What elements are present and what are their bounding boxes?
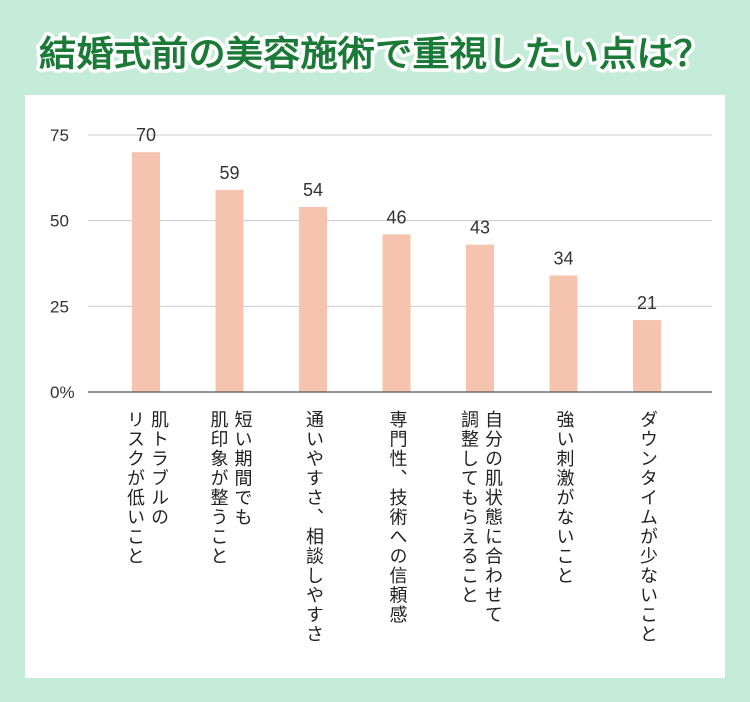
y-tick-label: 75 (50, 126, 69, 145)
value-label: 46 (386, 207, 406, 227)
title-banner: 結婚式前の美容施術で重視したい点は？ (36, 32, 715, 79)
bar (382, 234, 411, 392)
y-tick-label: 50 (50, 212, 69, 231)
bars (132, 152, 661, 392)
category-label: 短い期間でも 肌印象が整うこと (207, 410, 253, 566)
bar (549, 275, 578, 392)
category-labels: 肌トラブルの リスクが低いこと 短い期間でも 肌印象が整うこと 通いやすさ、相談しや… (25, 95, 725, 678)
value-label: 54 (303, 180, 323, 200)
bar (466, 244, 494, 392)
value-label: 70 (136, 125, 156, 145)
category-label: 自分の肌状態に合わせて 調整してもらえること (458, 410, 503, 625)
y-tick-label: 0% (50, 383, 75, 402)
value-label: 59 (219, 163, 239, 183)
category-label: 専門性、技術への信頼感 (386, 410, 408, 625)
bar (633, 320, 661, 392)
category-label: 通いやすさ、相談しやすさ (303, 410, 324, 644)
bar-chart: 0% 25 50 75 70 59 54 46 43 34 21 (50, 125, 712, 402)
category-label: 強い刺激がないこと (553, 410, 575, 586)
value-label: 34 (553, 248, 573, 268)
value-label: 43 (470, 218, 490, 238)
chart-labels: 0% 25 50 75 70 59 54 46 43 34 21 (50, 125, 657, 402)
value-label: 21 (637, 293, 657, 313)
chart-panel: 0% 25 50 75 70 59 54 46 43 34 21 肌トラブルの リスクが低いこと 短い… (25, 95, 725, 678)
chart-title: 結婚式前の美容施術で重視したい点は？ (39, 35, 711, 75)
bar (132, 152, 160, 392)
bar (215, 189, 244, 392)
category-label: 肌トラブルの リスクが低いこと (124, 410, 169, 566)
category-label: ダウンタイムが少ないこと (637, 410, 658, 644)
bar (299, 206, 327, 392)
y-tick-label: 25 (50, 297, 69, 316)
